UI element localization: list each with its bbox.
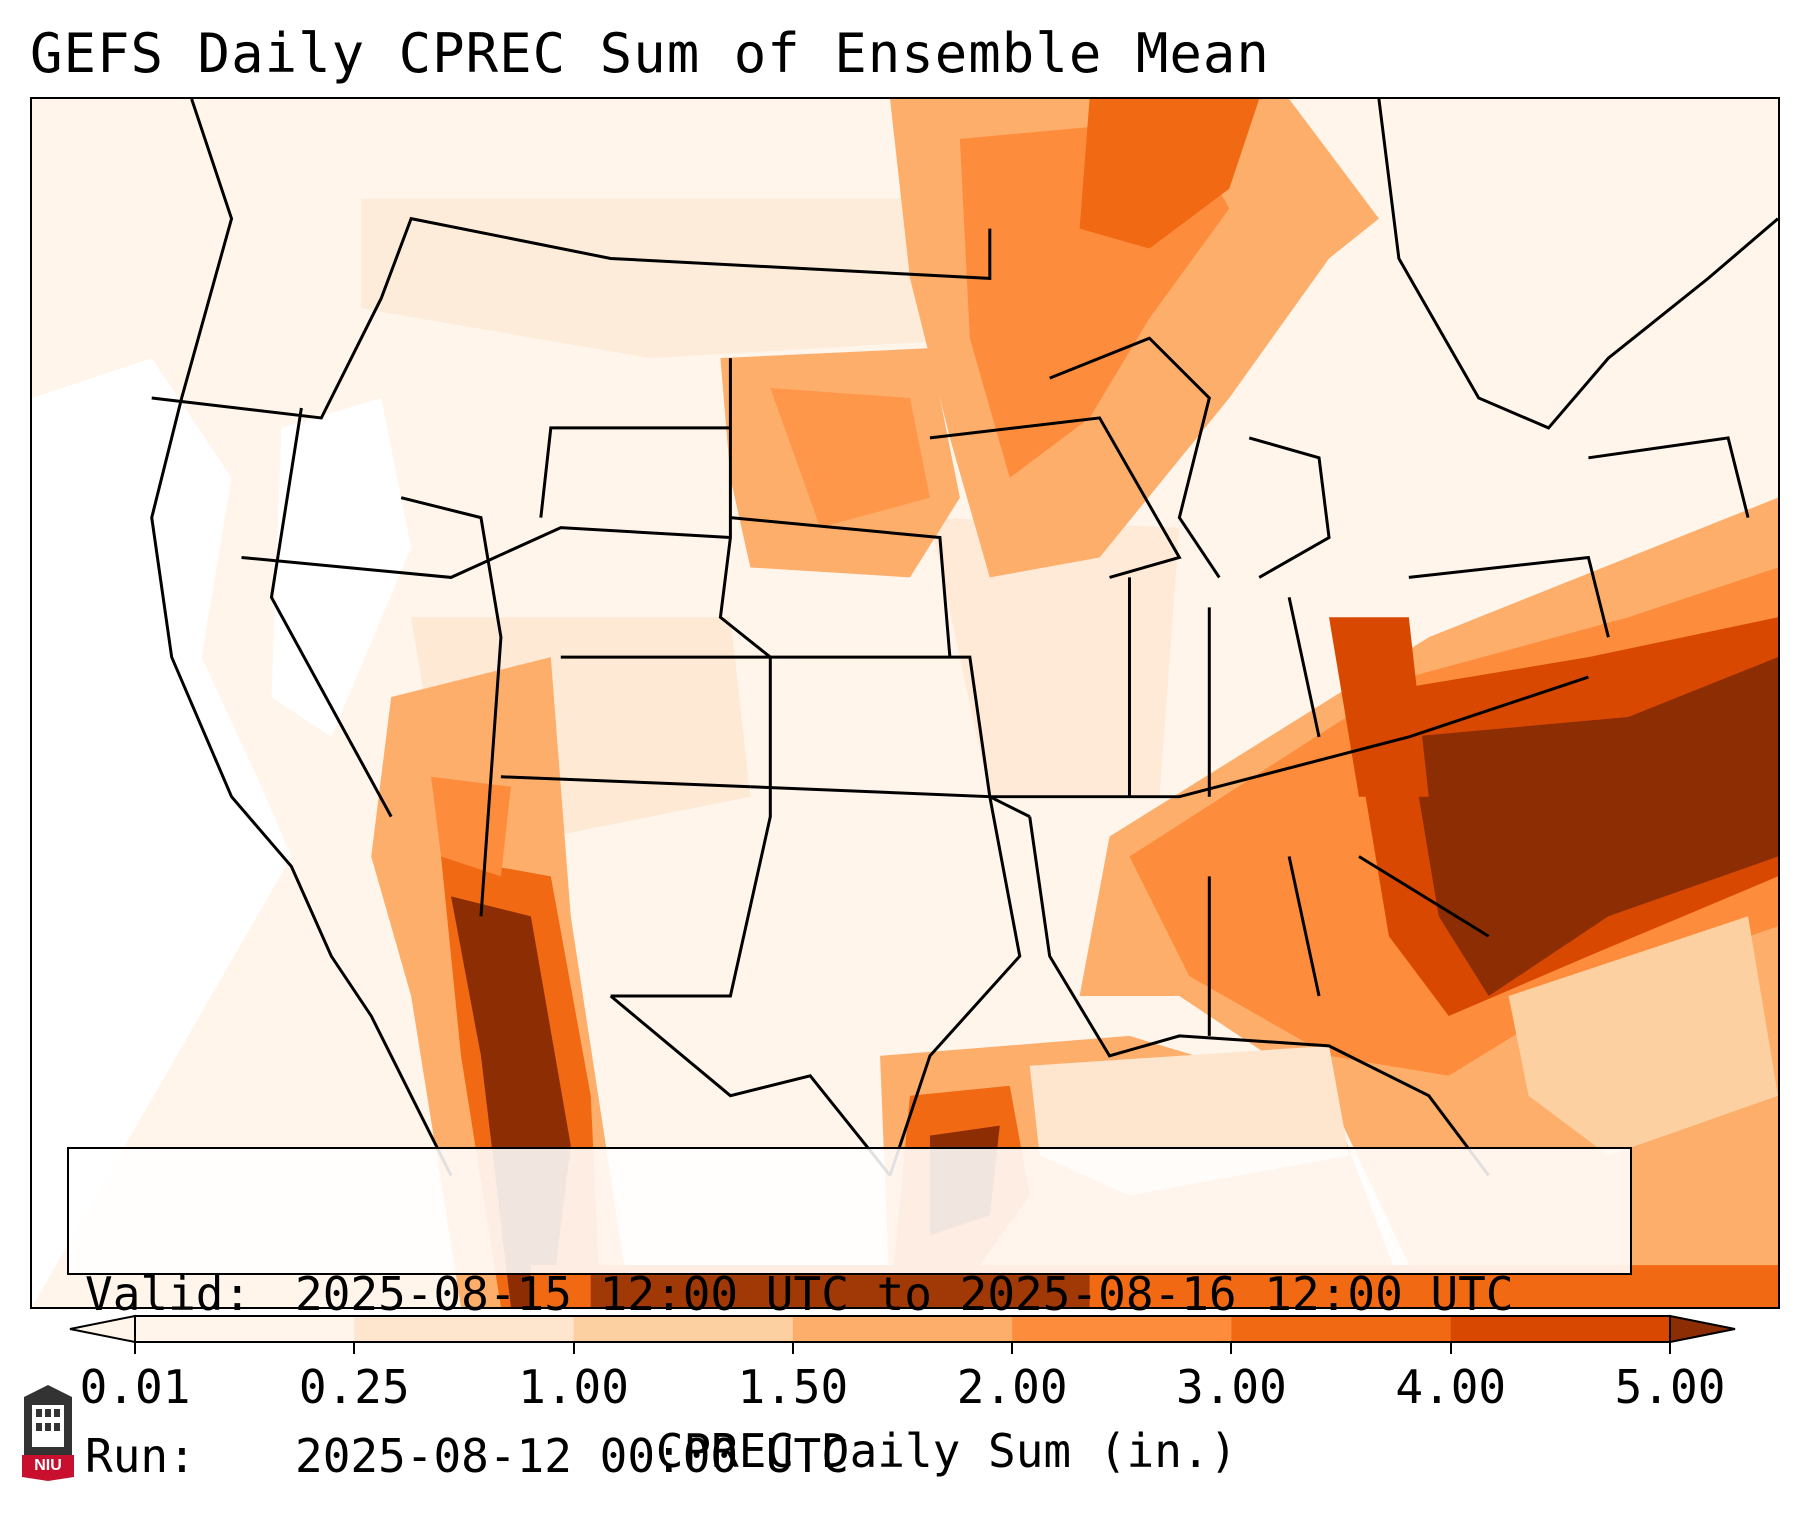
colorbar-tick	[1669, 1342, 1671, 1354]
colorbar-tick-label: 3.00	[1176, 1360, 1287, 1414]
colorbar-tick	[353, 1342, 356, 1354]
run-value: 2025-08-12 00:00 UTC	[295, 1429, 849, 1483]
colorbar-swatch	[354, 1316, 575, 1342]
valid-label: Valid:	[85, 1267, 252, 1321]
logo-text: NIU	[34, 1457, 62, 1474]
colorbar-tick	[791, 1342, 794, 1354]
colorbar-swatch	[573, 1316, 794, 1342]
colorbar-tick-label: 0.25	[298, 1360, 410, 1414]
colorbar-swatch	[1012, 1316, 1232, 1342]
colorbar-tick-label: 5.00	[1614, 1360, 1726, 1414]
colorbar	[69, 1314, 1736, 1344]
colorbar-swatch	[1450, 1316, 1671, 1342]
run-row: Run: 2025-08-12 00:00 UTC	[85, 1429, 1614, 1483]
colorbar-swatch	[135, 1316, 355, 1342]
colorbar-extend-low	[69, 1314, 136, 1344]
colorbar-tick	[134, 1342, 136, 1354]
colorbar-tick	[1011, 1342, 1014, 1354]
niu-logo: NIU	[20, 1385, 76, 1481]
colorbar-tick	[1449, 1342, 1452, 1354]
valid-value: 2025-08-15 12:00 UTC to 2025-08-16 12:00…	[295, 1267, 1514, 1321]
precipitation-field	[32, 99, 1778, 1307]
colorbar-outline	[134, 1315, 1671, 1343]
map-title: GEFS Daily CPREC Sum of Ensemble Mean	[30, 22, 1270, 85]
valid-run-infobox: Valid: 2025-08-15 12:00 UTC to 2025-08-16…	[67, 1147, 1632, 1483]
colorbar-ticks: 0.01 0.25 1.00 1.50 2.00 3.00 4.00 5.00	[0, 1342, 1803, 1422]
run-label: Run:	[85, 1429, 196, 1483]
precipitation-map	[30, 97, 1780, 1309]
colorbar-swatch	[1231, 1316, 1452, 1342]
colorbar-tick	[1230, 1342, 1233, 1354]
colorbar-extend-high	[1669, 1314, 1736, 1344]
colorbar-tick-label: 4.00	[1395, 1360, 1507, 1414]
colorbar-tick-label: 1.00	[518, 1360, 629, 1414]
colorbar-tick-label: 2.00	[956, 1360, 1068, 1414]
colorbar-tick-label: 1.50	[737, 1360, 849, 1414]
colorbar-label: CPREC Daily Sum (in.)	[655, 1424, 1238, 1478]
colorbar-swatch	[792, 1316, 1013, 1342]
colorbar-tick	[572, 1342, 575, 1354]
valid-row: Valid: 2025-08-15 12:00 UTC to 2025-08-16…	[85, 1267, 1614, 1321]
colorbar-swatches	[69, 1314, 1736, 1344]
colorbar-tick-label: 0.01	[79, 1360, 191, 1414]
